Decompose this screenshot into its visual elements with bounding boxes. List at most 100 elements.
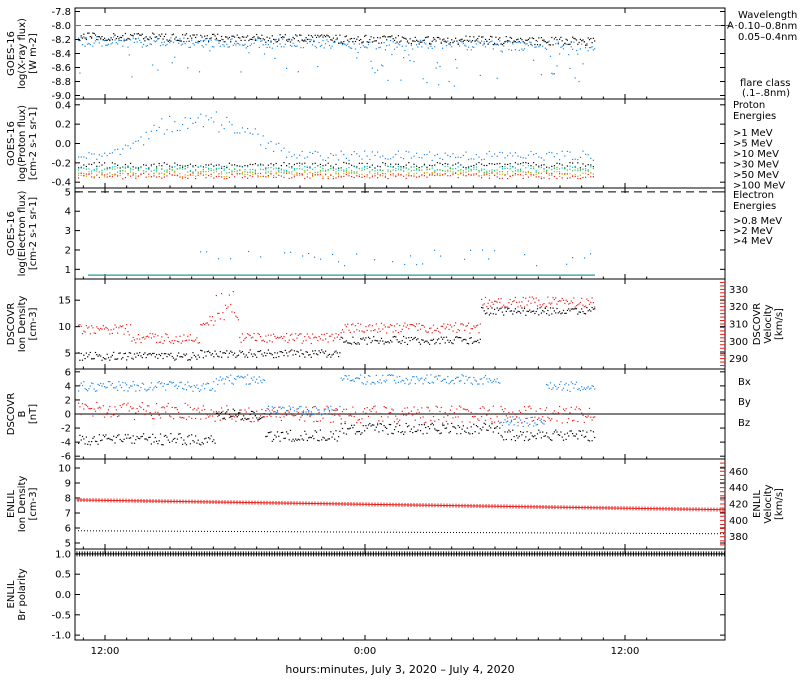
proton-point (517, 163, 519, 165)
bz-point (227, 413, 229, 415)
xray-short-point (531, 37, 533, 39)
bx-point (295, 438, 297, 440)
dscovr-velocity-point (509, 298, 511, 301)
by-point (312, 413, 314, 416)
xray-long-point (280, 46, 282, 48)
by-point (132, 381, 134, 383)
xray-short-point (219, 40, 221, 42)
proton-point (267, 142, 269, 144)
dscovr-velocity-point (572, 302, 574, 304)
enlil-density-point (480, 532, 481, 534)
by-point (367, 375, 370, 377)
proton-point (579, 169, 581, 171)
proton-point (169, 167, 171, 169)
bz-point (83, 408, 85, 410)
xray-short-point (208, 41, 210, 43)
proton-point (179, 173, 181, 175)
bz-point (87, 406, 89, 408)
xray-short-point (542, 39, 544, 41)
bz-point (334, 409, 336, 411)
proton-point (195, 164, 197, 167)
dscovr-velocity-point (482, 304, 484, 306)
y2-tick-label: 440 (729, 483, 748, 494)
xray-short-point (339, 34, 341, 36)
bz-point (201, 409, 203, 411)
bz-point (206, 414, 208, 416)
by-point (213, 381, 215, 383)
electron-point (218, 258, 220, 260)
proton-point (501, 166, 503, 168)
enlil-density-point (234, 530, 235, 532)
dscovr-velocity-point (543, 303, 545, 305)
proton-point (522, 177, 524, 179)
bx-point (552, 433, 554, 435)
proton-point (244, 174, 246, 176)
xray-short-point (96, 38, 98, 41)
xray-short-point (588, 39, 591, 41)
dscovr-density-point (146, 354, 149, 356)
proton-point (83, 156, 85, 158)
bx-point (410, 428, 412, 430)
dscovr-velocity-point (80, 325, 82, 327)
xray-long-point (193, 44, 195, 46)
proton-point (166, 129, 168, 131)
bx-point (430, 423, 432, 426)
bz-point (391, 408, 393, 410)
dscovr-velocity-point (499, 301, 501, 304)
bx-point (115, 436, 117, 438)
proton-point (530, 173, 532, 175)
proton-point (408, 168, 410, 170)
enlil-density-point (399, 531, 400, 533)
proton-point (187, 127, 189, 129)
by-point (430, 374, 432, 376)
dscovr-density-point (310, 356, 312, 358)
bz-point (569, 412, 571, 414)
proton-point (382, 175, 384, 177)
xray-long-point (286, 67, 288, 69)
dscovr-density-point (123, 353, 125, 355)
proton-point (533, 166, 535, 168)
xray-long-point (495, 44, 497, 46)
xray-short-point (137, 33, 139, 35)
proton-point (93, 168, 95, 170)
bx-point (124, 434, 126, 436)
dscovr-density-point (354, 343, 357, 345)
bz-point (308, 411, 310, 413)
bx-point (222, 418, 224, 420)
xray-short-point (132, 35, 134, 37)
bz-point (170, 416, 172, 418)
proton-point (78, 174, 80, 176)
bx-point (340, 423, 342, 425)
proton-point (496, 169, 498, 171)
xray-long-point (330, 47, 332, 49)
proton-point (280, 168, 282, 170)
xray-long-point (499, 40, 501, 42)
dscovr-velocity-point (500, 298, 502, 300)
bz-point (343, 408, 345, 410)
dscovr-velocity-point (586, 298, 588, 300)
proton-point (135, 140, 137, 142)
xray-short-point (375, 40, 377, 42)
proton-point (353, 172, 355, 174)
bz-point (243, 419, 245, 422)
by-point (543, 423, 545, 425)
bx-point (475, 425, 477, 427)
by-point (208, 383, 210, 385)
proton-point (540, 157, 542, 159)
proton-point (473, 158, 475, 160)
proton-point (548, 151, 550, 153)
enlil-density-point (414, 531, 415, 533)
proton-point (546, 172, 548, 174)
by-point (279, 406, 281, 408)
xray-long-point (370, 60, 372, 62)
proton-point (189, 117, 191, 119)
dscovr-density-point (88, 354, 90, 356)
xray-short-point (457, 43, 459, 45)
xray-long-point (198, 71, 201, 73)
bz-point (370, 410, 372, 413)
dscovr-density-point (245, 354, 247, 356)
xray-short-point (279, 34, 281, 36)
dscovr-velocity-point (291, 333, 293, 335)
proton-point (340, 176, 342, 178)
by-point (425, 377, 427, 379)
